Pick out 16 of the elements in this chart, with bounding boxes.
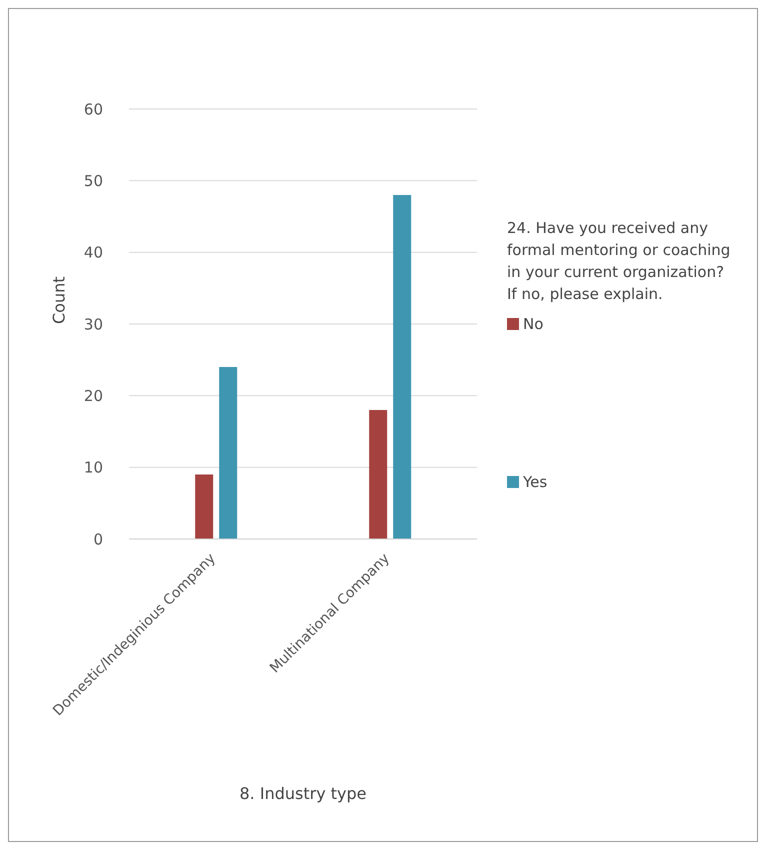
y-tick-label: 30 [84, 315, 103, 334]
y-tick-label: 60 [84, 100, 103, 118]
y-tick-label: 40 [84, 244, 103, 262]
y-axis-title: Count [50, 276, 69, 324]
bar [393, 195, 412, 539]
bar [219, 367, 238, 539]
x-axis-title: 8. Industry type [240, 784, 366, 803]
y-tick-label: 20 [84, 386, 103, 405]
legend-label: No [523, 315, 544, 333]
y-tick-label: 0 [93, 530, 103, 548]
legend-title: 24. Have you received any formal mentoring or coaching in your current organization? If no, please explain. [507, 218, 732, 305]
y-tick-label: 50 [84, 172, 103, 190]
y-tick-label: 10 [84, 458, 103, 477]
legend-label: Yes [523, 473, 548, 491]
bar [195, 474, 214, 539]
bar [369, 410, 388, 539]
